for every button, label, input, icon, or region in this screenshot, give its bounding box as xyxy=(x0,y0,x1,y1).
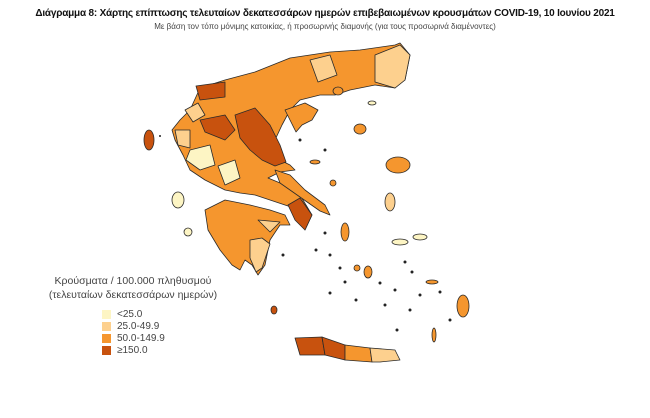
island-samos xyxy=(391,238,409,246)
map-legend: Κρούσματα / 100.000 πληθυσμού (τελευταίω… xyxy=(30,274,236,356)
island-ikaria xyxy=(412,233,428,241)
region-attica xyxy=(287,197,313,231)
map-title: Διάγραμμα 8: Χάρτης επίπτωσης τελευταίων… xyxy=(35,8,615,19)
island-corfu xyxy=(143,129,155,151)
island-chios xyxy=(384,192,396,212)
legend-title-line2: (τελευταίων δεκατεσσάρων ημερών) xyxy=(48,289,218,301)
legend-label: 50.0-149.9 xyxy=(117,332,165,344)
small-islands xyxy=(159,135,452,332)
region-kastoria xyxy=(195,81,226,101)
island-paros xyxy=(353,264,361,272)
region-larissa-magnesia xyxy=(234,107,287,167)
island-rhodes xyxy=(456,294,470,318)
crete-lasithi xyxy=(369,347,401,363)
legend-swatch xyxy=(102,345,111,355)
region-serres xyxy=(309,54,338,83)
island-sporades xyxy=(309,159,321,165)
island-lesvos xyxy=(385,156,411,174)
legend-item: 25.0-49.9 xyxy=(102,320,236,332)
crete-heraklion xyxy=(344,344,373,363)
island-evia xyxy=(274,169,331,216)
region-thrace-east xyxy=(374,44,411,89)
legend-label: <25.0 xyxy=(117,308,143,320)
legend-item: 50.0-149.9 xyxy=(102,332,236,344)
island-karpathos xyxy=(431,327,437,343)
region-mainland xyxy=(171,42,411,231)
region-laconia xyxy=(249,237,271,273)
island-andros xyxy=(340,222,350,242)
island-kythira xyxy=(270,305,278,315)
region-argolida xyxy=(257,219,281,233)
island-skyros xyxy=(329,179,337,187)
region-florina-light xyxy=(184,102,206,123)
map-header: Διάγραμμα 8: Χάρτης επίπτωσης τελευταίων… xyxy=(10,8,640,32)
legend-item: ≥150.0 xyxy=(102,344,236,356)
legend-label: ≥150.0 xyxy=(117,344,148,356)
region-chalkidiki xyxy=(284,102,319,133)
crete-chania xyxy=(294,336,326,356)
region-grevena xyxy=(199,114,236,141)
island-kos xyxy=(425,279,439,285)
island-limnos xyxy=(353,123,367,135)
island-naxos xyxy=(363,265,373,279)
region-peloponnese xyxy=(204,199,291,276)
legend-swatch xyxy=(102,309,111,319)
island-thasos xyxy=(332,86,344,96)
legend-item: <25.0 xyxy=(102,308,236,320)
legend-swatch xyxy=(102,333,111,343)
crete-rethymno xyxy=(321,336,346,361)
legend-title-line1: Κρούσματα / 100.000 πληθυσμού xyxy=(54,275,212,287)
legend-label: 25.0-49.9 xyxy=(117,320,160,332)
region-thesprotia xyxy=(174,129,191,149)
region-evrytania xyxy=(217,159,241,186)
island-zakynthos xyxy=(183,227,193,237)
legend-swatch xyxy=(102,321,111,331)
region-preveza xyxy=(185,144,216,171)
map-subtitle: Με βάση τον τόπο μόνιμης κατοικίας, ή πρ… xyxy=(154,22,496,31)
island-kefalonia xyxy=(171,191,185,209)
island-samothrace xyxy=(367,100,377,106)
